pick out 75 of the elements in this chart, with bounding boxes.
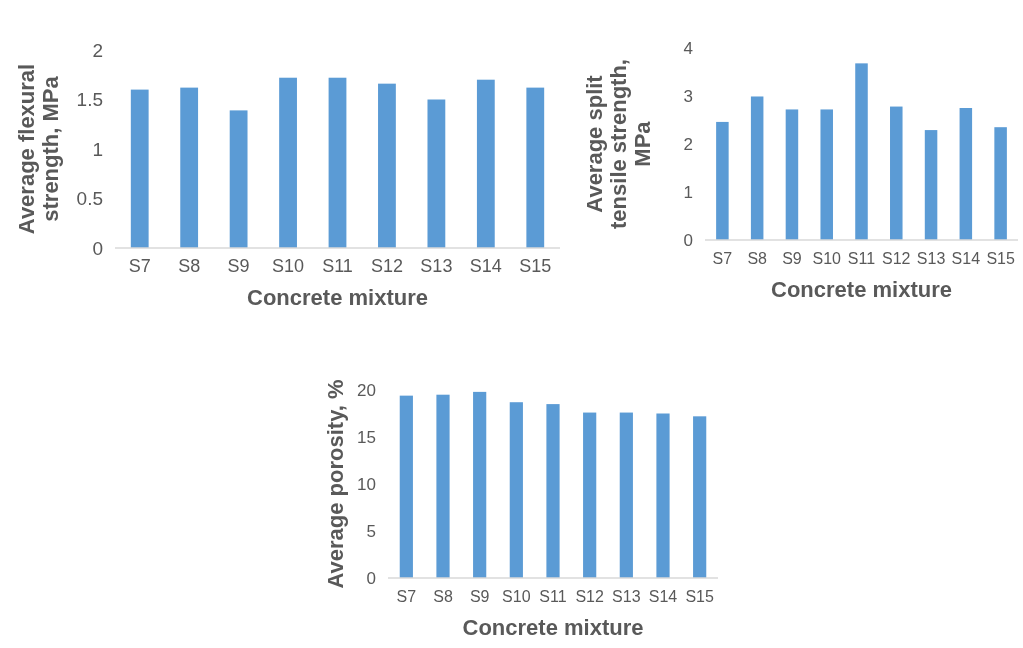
y-tick-label: 20 (357, 380, 376, 400)
x-tick-label: S11 (322, 256, 353, 276)
y-axis-title: Average porosity, % (322, 379, 348, 589)
x-tick-label: S8 (747, 250, 768, 267)
x-tick-label: S14 (951, 250, 981, 267)
y-tick-label: 1.5 (76, 89, 103, 111)
bar (546, 404, 560, 578)
x-tick-label: S10 (502, 588, 531, 605)
x-tick-label: S15 (519, 256, 552, 276)
x-tick-label: S11 (539, 588, 567, 605)
x-tick-label: S10 (272, 256, 305, 276)
bar (427, 99, 446, 248)
bar (656, 413, 670, 578)
bar (436, 394, 450, 578)
x-tick-label: S7 (396, 588, 417, 605)
bar (509, 402, 523, 578)
x-axis-title: Concrete mixture (247, 285, 428, 310)
y-tick-label: 5 (366, 521, 376, 541)
y-tick-label: 3 (683, 86, 693, 106)
bar (180, 87, 199, 248)
bar (959, 108, 973, 240)
x-tick-label: S9 (782, 250, 802, 267)
x-tick-label: S14 (648, 588, 678, 605)
x-tick-label: S7 (712, 250, 733, 267)
y-tick-label: 0 (366, 568, 376, 588)
bar (785, 109, 799, 240)
bar (130, 89, 149, 248)
y-tick-label: 0 (92, 237, 103, 259)
bar (693, 416, 707, 578)
x-axis-title: Concrete mixture (771, 277, 952, 302)
x-tick-label: S15 (986, 250, 1015, 267)
bar (994, 127, 1007, 240)
bar (229, 110, 248, 248)
y-tick-label: 4 (683, 38, 693, 58)
y-tick-label: 15 (357, 427, 376, 447)
bar (619, 412, 633, 578)
bar (476, 79, 495, 248)
bar (716, 121, 729, 240)
bar (473, 391, 487, 578)
x-tick-label: S8 (178, 256, 201, 276)
bar (924, 130, 938, 240)
bar (890, 106, 903, 240)
bar (378, 83, 396, 248)
x-tick-label: S13 (612, 588, 641, 605)
bar (399, 395, 413, 578)
x-tick-label: S11 (847, 250, 876, 267)
x-tick-label: S13 (420, 256, 453, 276)
x-tick-label: S12 (882, 250, 911, 267)
y-tick-label: 0 (683, 230, 693, 250)
x-tick-label: S10 (812, 250, 842, 267)
bar (583, 412, 597, 578)
y-tick-label: 0.5 (76, 188, 103, 210)
x-tick-label: S14 (469, 256, 502, 276)
x-tick-label: S15 (685, 588, 714, 605)
x-tick-label: S12 (575, 588, 604, 605)
y-axis-title: Average split tensile strength, MPa (581, 59, 655, 229)
y-tick-label: 1 (683, 182, 693, 202)
x-tick-label: S9 (227, 256, 250, 276)
bar (750, 96, 764, 240)
x-tick-label: S8 (433, 588, 453, 605)
bar (279, 77, 297, 248)
x-tick-label: S12 (370, 256, 403, 276)
y-tick-label: 2 (92, 39, 103, 61)
bar (526, 87, 545, 248)
bar (855, 63, 868, 240)
y-tick-label: 10 (357, 474, 376, 494)
x-axis-title: Concrete mixture (462, 615, 644, 640)
y-tick-label: 1 (92, 138, 103, 160)
bar (820, 109, 833, 240)
y-tick-label: 2 (683, 134, 693, 154)
x-tick-label: S13 (916, 250, 946, 267)
bar (328, 77, 347, 248)
x-tick-label: S9 (469, 588, 490, 605)
x-tick-label: S7 (128, 256, 151, 276)
y-axis-title: Average flexural strength, MPa (13, 63, 63, 235)
